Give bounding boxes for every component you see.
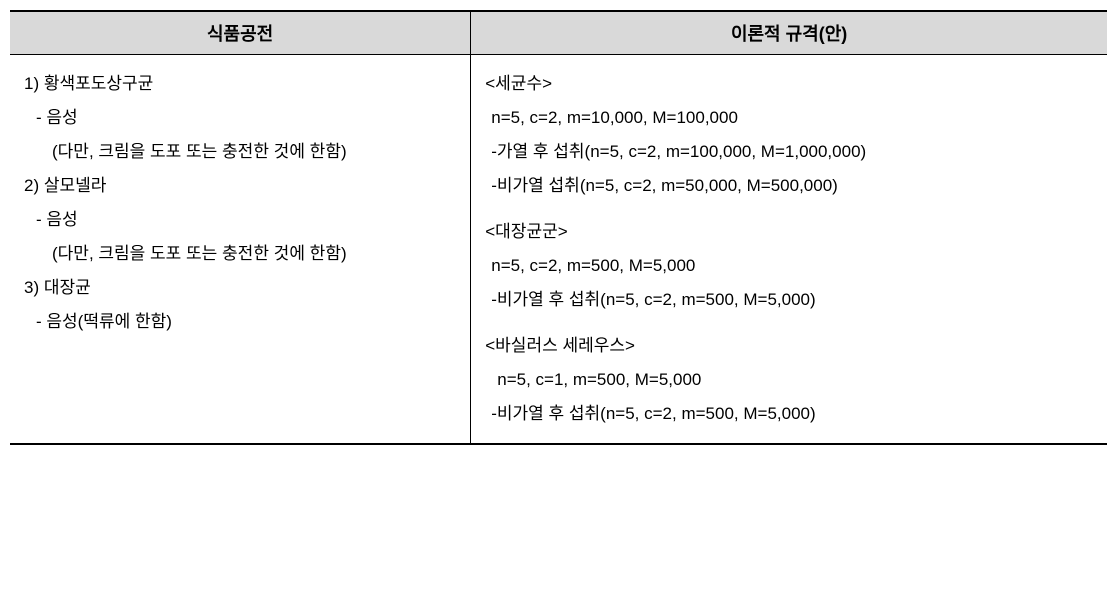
comparison-table: 식품공전 이론적 규격(안) 1) 황색포도상구균 - 음성 (다만, 크림을 … [10,10,1107,445]
item-1-note: (다만, 크림을 도포 또는 충전한 것에 한함) [24,135,460,169]
section-gap-2 [485,317,1097,329]
table-body-row: 1) 황색포도상구균 - 음성 (다만, 크림을 도포 또는 충전한 것에 한함… [10,55,1107,445]
item-1: 1) 황색포도상구균 [24,67,460,101]
left-column-content: 1) 황색포도상구균 - 음성 (다만, 크림을 도포 또는 충전한 것에 한함… [10,55,471,445]
item-1-sub: - 음성 [24,101,460,135]
table-header-row: 식품공전 이론적 규격(안) [10,11,1107,55]
item-2-sub: - 음성 [24,203,460,237]
section-2-line-2: -비가열 후 섭취(n=5, c=2, m=500, M=5,000) [485,283,1097,317]
section-2-line-1: n=5, c=2, m=500, M=5,000 [485,249,1097,283]
section-1-line-2: -가열 후 섭취(n=5, c=2, m=100,000, M=1,000,00… [485,135,1097,169]
section-3-line-1: n=5, c=1, m=500, M=5,000 [485,363,1097,397]
item-3: 3) 대장균 [24,271,460,305]
right-column-content: <세균수> n=5, c=2, m=10,000, M=100,000 -가열 … [471,55,1107,445]
section-1-line-1: n=5, c=2, m=10,000, M=100,000 [485,101,1097,135]
item-2-note: (다만, 크림을 도포 또는 충전한 것에 한함) [24,237,460,271]
header-left: 식품공전 [10,11,471,55]
item-2: 2) 살모넬라 [24,169,460,203]
header-right: 이론적 규격(안) [471,11,1107,55]
section-2-title: <대장균군> [485,215,1097,249]
section-1-title: <세균수> [485,67,1097,101]
section-1-line-3: -비가열 섭취(n=5, c=2, m=50,000, M=500,000) [485,169,1097,203]
section-3-title: <바실러스 세레우스> [485,329,1097,363]
item-3-sub: - 음성(떡류에 한함) [24,305,460,339]
section-gap-1 [485,203,1097,215]
section-3-line-2: -비가열 후 섭취(n=5, c=2, m=500, M=5,000) [485,397,1097,431]
